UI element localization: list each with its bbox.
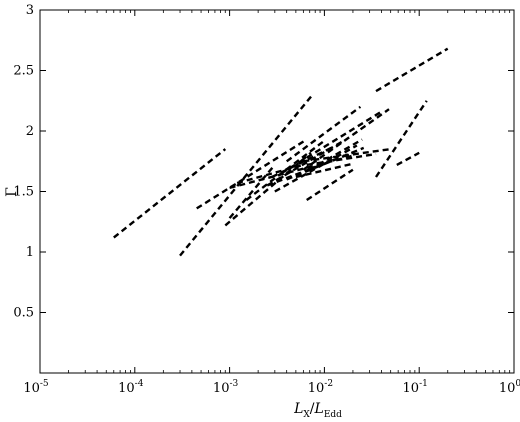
plot-frame (39, 9, 515, 374)
y-tick-label: 1 (26, 245, 34, 260)
x-tick-label: 100 (499, 379, 520, 396)
series-line-22 (375, 47, 449, 93)
series-line-18 (285, 105, 362, 163)
y-tick-label: 3 (26, 3, 34, 18)
y-tick-label: 2.5 (13, 64, 34, 79)
series-line-23 (396, 151, 420, 166)
series-line-6 (229, 154, 356, 190)
y-tick-labels: 0.5 1 1.5 2 2.5 3 (13, 3, 34, 321)
series-line-20 (303, 147, 391, 163)
series-line-1 (113, 148, 227, 239)
series-line-4 (224, 151, 312, 227)
series-line-11 (274, 144, 358, 193)
series-line-13 (286, 146, 365, 181)
series-line-21 (375, 100, 428, 178)
x-tick-labels: 10-5 10-4 10-3 10-2 10-1 100 (23, 379, 520, 396)
series-lines (113, 47, 449, 257)
x-axis-label: LX/LEdd (293, 401, 342, 420)
x-tick-label: 10-1 (403, 379, 428, 396)
series-line-5 (228, 164, 276, 219)
y-tick-label: 1.5 (13, 185, 34, 200)
series-line-8 (236, 163, 304, 185)
x-tick-label: 10-3 (213, 379, 239, 396)
series-line-17 (309, 138, 363, 171)
y-axis-label: Γ (4, 187, 20, 197)
x-tick-label: 10-5 (23, 379, 49, 396)
series-line-24 (306, 152, 377, 167)
x-tick-label: 10-2 (308, 379, 333, 396)
series-line-19 (302, 108, 390, 171)
series-line-7 (245, 139, 326, 201)
x-tick-label: 10-4 (118, 379, 144, 396)
y-tick-label: 2 (26, 124, 34, 139)
series-line-2 (179, 93, 314, 257)
y-tick-label: 0.5 (13, 306, 34, 321)
series-line-3 (196, 138, 308, 210)
